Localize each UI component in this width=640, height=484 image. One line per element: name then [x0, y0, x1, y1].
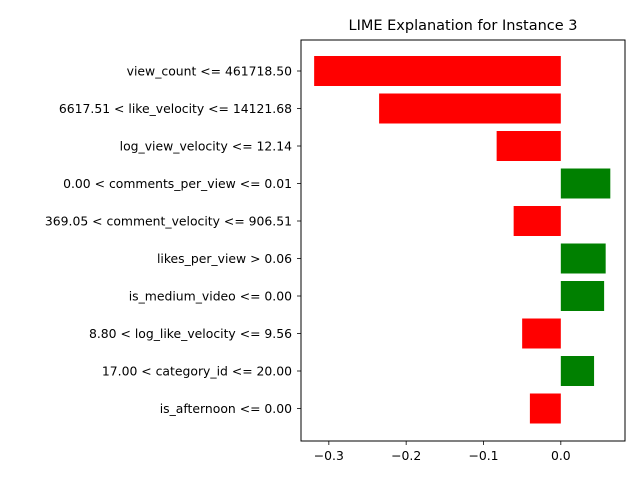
y-tick-label: likes_per_view > 0.06 [157, 251, 292, 266]
x-tick-label: −0.3 [314, 448, 344, 463]
bar-5 [560, 243, 606, 274]
y-tick-label: 0.00 < comments_per_view <= 0.01 [63, 176, 292, 191]
y-tick-label: is_medium_video <= 0.00 [129, 289, 292, 304]
bar-4 [513, 206, 561, 236]
bar-0 [314, 56, 561, 86]
y-tick-label: 6617.51 < like_velocity <= 14121.68 [59, 101, 292, 116]
y-tick-label: 8.80 < log_like_velocity <= 9.56 [89, 326, 292, 341]
bar-8 [560, 356, 595, 386]
bar-3 [560, 168, 611, 199]
bar-9 [529, 393, 561, 424]
bar-2 [496, 131, 561, 161]
x-tick-labels: −0.3 −0.2 −0.1 0.0 [314, 441, 571, 463]
y-tick-label: 369.05 < comment_velocity <= 906.51 [45, 214, 292, 229]
chart-title: LIME Explanation for Instance 3 [348, 18, 577, 34]
y-tick-label: view_count <= 461718.50 [127, 64, 292, 79]
bar-7 [522, 318, 561, 349]
y-tick-label: 17.00 < category_id <= 20.00 [102, 364, 292, 379]
bar-6 [560, 281, 605, 311]
y-tick-label: log_view_velocity <= 12.14 [120, 139, 292, 154]
x-tick-label: −0.1 [468, 448, 498, 463]
x-tick-label: 0.0 [551, 448, 571, 463]
x-tick-label: −0.2 [391, 448, 421, 463]
bar-1 [379, 93, 561, 124]
y-tick-label: is_afternoon <= 0.00 [160, 401, 292, 416]
y-tick-labels: view_count <= 461718.50 6617.51 < like_ve… [45, 64, 301, 416]
bars-layer [314, 56, 611, 424]
plot-area-frame [300, 39, 626, 442]
